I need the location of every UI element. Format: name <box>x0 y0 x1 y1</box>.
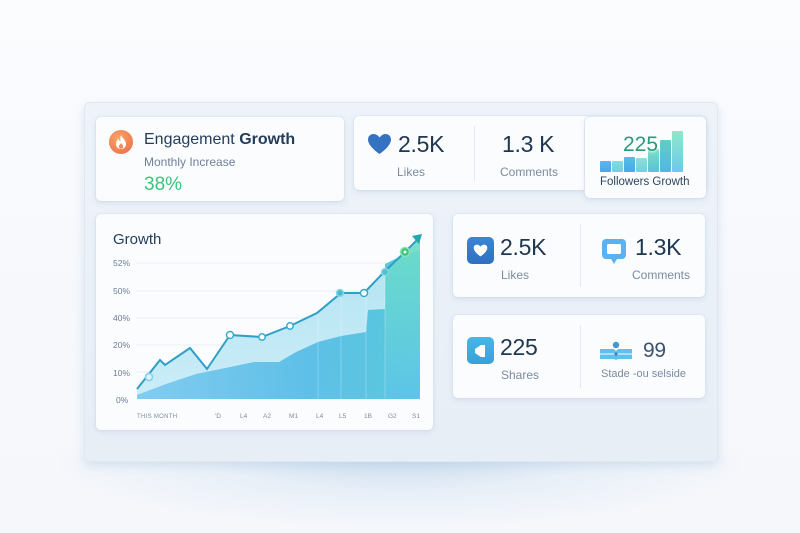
comments-label: Comments <box>632 268 691 282</box>
bar-chart-icon <box>600 129 695 172</box>
likes-value: 2.5K <box>398 131 445 157</box>
trend-arrow-icon <box>412 234 422 244</box>
growth-chart-card[interactable]: Growth 52% <box>96 214 433 430</box>
other-label: Stade -ou selside <box>601 368 686 380</box>
comments-value: 1.3K <box>635 234 682 260</box>
growth-line <box>136 238 419 390</box>
svg-text:'D: 'D <box>215 413 221 420</box>
svg-text:A2: A2 <box>263 413 271 420</box>
engagement-growth-card[interactable]: Engagement Growth Monthly Increase 38% <box>96 117 344 201</box>
y-axis-labels: 52% 50% 40% 20% 10% 0% <box>113 258 130 405</box>
comments-label: Comments <box>500 165 559 179</box>
divider <box>580 224 581 287</box>
shares-label: Shares <box>501 368 540 382</box>
other-value: 99 <box>643 339 666 362</box>
divider <box>474 126 475 181</box>
likes-value: 2.5K <box>500 234 547 260</box>
shares-value: 225 <box>500 334 538 360</box>
chart-title: Growth <box>113 231 162 248</box>
svg-text:0%: 0% <box>116 395 129 405</box>
heart-icon <box>467 237 494 264</box>
divider <box>584 126 585 181</box>
likes-label: Likes <box>501 268 530 282</box>
svg-text:THIS MONTH: THIS MONTH <box>137 414 177 420</box>
svg-text:L4: L4 <box>240 413 248 420</box>
divider <box>580 325 581 388</box>
followers-growth-card[interactable]: 225 Followers Growth <box>585 117 706 198</box>
svg-text:L5: L5 <box>339 413 347 420</box>
likes-comments-card[interactable]: 2.5K Likes 1.3K Comments <box>453 214 705 297</box>
svg-text:50%: 50% <box>113 286 130 296</box>
svg-text:20%: 20% <box>113 340 130 350</box>
followers-value: 225 <box>623 133 659 156</box>
share-icon <box>467 337 494 364</box>
growth-area-chart[interactable]: 52% 50% 40% 20% 10% 0% <box>96 214 433 430</box>
shares-card[interactable]: 225 Shares 99 Stade -ou selside <box>453 315 705 398</box>
card-subtitle: Monthly Increase <box>144 155 236 169</box>
followers-label: Followers Growth <box>600 176 690 188</box>
svg-text:G2: G2 <box>388 413 397 420</box>
data-point-markers[interactable] <box>144 246 411 382</box>
heart-icon <box>368 134 391 154</box>
svg-text:10%: 10% <box>113 368 130 378</box>
comment-icon <box>602 239 626 264</box>
svg-text:52%: 52% <box>113 258 130 268</box>
x-axis-labels: THIS MONTH 'D L4 A2 M1 L4 L5 1B G2 S1 <box>137 413 420 420</box>
likes-label: Likes <box>397 165 426 179</box>
flame-icon <box>109 130 133 154</box>
comments-value: 1.3 K <box>502 131 555 157</box>
book-icon <box>600 341 632 360</box>
svg-text:L4: L4 <box>316 413 324 420</box>
svg-text:40%: 40% <box>113 313 130 323</box>
floor-shadow <box>60 455 740 525</box>
svg-text:M1: M1 <box>289 413 298 420</box>
increase-value: 38% <box>144 174 183 195</box>
svg-text:S1: S1 <box>412 413 420 420</box>
card-title: Engagement Growth <box>144 131 296 148</box>
svg-text:1B: 1B <box>364 413 372 420</box>
